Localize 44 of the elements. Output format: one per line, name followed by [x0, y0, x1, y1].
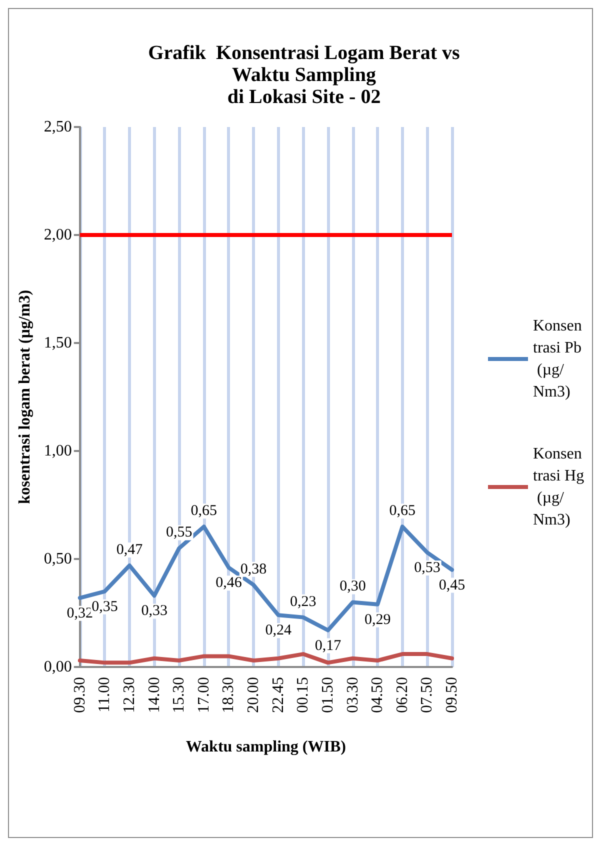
x-tick-label: 00.15: [294, 677, 312, 713]
data-label: 0,45: [438, 577, 466, 594]
data-label: 0,35: [92, 598, 118, 615]
x-tick-label: 09.50: [444, 677, 460, 713]
x-tick-label: 18.30: [220, 677, 238, 713]
y-tick-label: 1,00: [44, 442, 72, 460]
data-label: 0,33: [141, 603, 168, 620]
x-tick-label: 15.30: [170, 677, 188, 713]
x-tick-label: 12.30: [121, 677, 138, 713]
data-label: 0,65: [190, 503, 218, 520]
x-tick-label: 01.50: [319, 677, 336, 713]
x-tick-label: 06.20: [394, 677, 411, 713]
y-tick-label: 0,50: [44, 550, 72, 568]
legend-label: Konsentrasi Hg (µg/Nm3): [533, 446, 584, 528]
y-tick-label: 2,50: [44, 118, 72, 136]
x-tick-label: 20.00: [245, 677, 262, 713]
data-label: 0,55: [166, 524, 192, 541]
data-label: 0,23: [290, 594, 316, 610]
x-tick-label: 22.45: [270, 677, 287, 713]
data-label: 0,65: [389, 503, 416, 520]
data-label: 0,32: [66, 605, 94, 622]
y-axis-title: kosentrasi logam berat (µg/m3): [16, 290, 34, 504]
x-tick-label: 07.50: [418, 677, 436, 713]
legend-label: Konsentrasi Pb (µg/Nm3): [533, 318, 582, 400]
x-tick-label: 04.50: [369, 677, 386, 713]
line-series: [78, 652, 454, 665]
x-tick-label: 17.00: [195, 677, 212, 713]
data-label: 0,47: [116, 542, 144, 558]
data-label: 0,30: [340, 578, 366, 595]
data-label: 0,24: [265, 622, 292, 639]
y-tick-label: 1,50: [44, 334, 72, 352]
data-label: 0,17: [314, 638, 342, 654]
y-tick-label: 0,00: [44, 658, 72, 676]
data-label: 0,38: [240, 561, 267, 578]
x-tick-label: 03.30: [344, 677, 362, 713]
chart-title: Grafik Konsentrasi Logam Berat vs Waktu Sampling di Lokasi Site - 02: [148, 42, 460, 108]
data-label: 0,29: [364, 612, 391, 628]
x-tick-label: 09.30: [71, 677, 88, 713]
data-label: 0,46: [216, 575, 242, 592]
x-tick-label: 14.00: [146, 677, 163, 713]
x-tick-label: 11.00: [96, 677, 114, 712]
data-label: 0,53: [414, 560, 440, 576]
x-axis-title: Waktu sampling (WIB): [186, 738, 346, 756]
y-tick-label: 2,00: [44, 226, 72, 244]
